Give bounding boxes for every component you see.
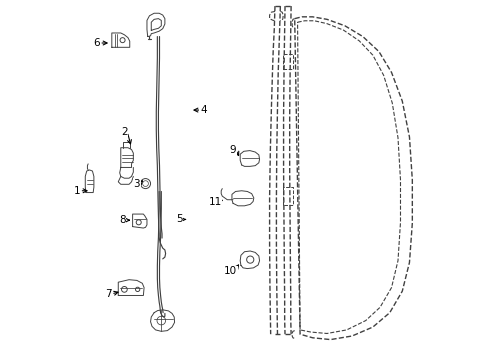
Text: 2: 2 <box>121 127 127 136</box>
Text: 3: 3 <box>133 179 140 189</box>
Text: 4: 4 <box>200 105 206 115</box>
Text: 7: 7 <box>105 289 111 299</box>
Text: 5: 5 <box>176 215 182 224</box>
Text: 8: 8 <box>119 215 125 225</box>
Text: 10: 10 <box>224 266 237 276</box>
Text: 11: 11 <box>208 197 221 207</box>
Text: 6: 6 <box>93 38 100 48</box>
Text: 1: 1 <box>73 186 80 196</box>
Text: 9: 9 <box>229 144 236 154</box>
